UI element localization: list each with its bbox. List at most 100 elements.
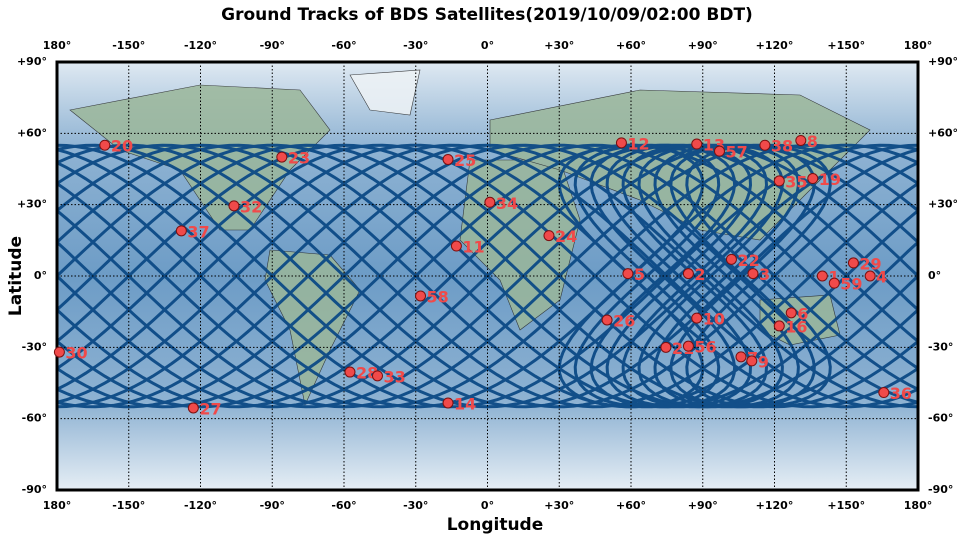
- satellite-point: [828, 277, 840, 289]
- satellite-point: [746, 355, 758, 367]
- satellite-point: [187, 402, 199, 414]
- x-tick-label-top: 0°: [481, 39, 494, 52]
- satellite-point: [601, 314, 613, 326]
- y-tick-label: -90°: [22, 483, 47, 496]
- ground-track: [573, 143, 721, 409]
- satellite-point: [543, 230, 555, 242]
- satellite-label: 35: [785, 172, 807, 191]
- x-tick-label: -120°: [184, 499, 217, 512]
- satellite-label: 4: [876, 268, 887, 287]
- satellite-point: [450, 240, 462, 252]
- satellite-label: 12: [627, 134, 649, 153]
- satellite-label: 5: [634, 265, 645, 284]
- satellite-label: 14: [454, 394, 476, 413]
- satellite-point: [344, 366, 356, 378]
- satellite-label: 24: [555, 227, 577, 246]
- satellite-label: 38: [771, 137, 793, 156]
- satellite-label: 58: [427, 287, 449, 306]
- satellite-label: 23: [288, 149, 310, 168]
- satellite-label: 32: [240, 197, 262, 216]
- y-tick-label-right: +30°: [928, 198, 958, 211]
- y-tick-label-right: -30°: [928, 340, 953, 353]
- satellite-label: 37: [187, 222, 209, 241]
- satellite-point: [682, 268, 694, 280]
- satellite-label: 1: [828, 268, 839, 287]
- satellite-point: [371, 370, 383, 382]
- satellite-label: 56: [694, 338, 716, 357]
- x-tick-label-top: -150°: [112, 39, 145, 52]
- y-tick-label: +60°: [17, 126, 47, 139]
- x-tick-label: -90°: [260, 499, 285, 512]
- satellite-point: [773, 320, 785, 332]
- satellite-point: [615, 137, 627, 149]
- satellite-point: [807, 173, 819, 185]
- satellite-label: 16: [785, 317, 807, 336]
- x-tick-label-top: +120°: [756, 39, 794, 52]
- x-tick-label: +90°: [688, 499, 718, 512]
- satellite-point: [99, 139, 111, 151]
- x-tick-label: +60°: [616, 499, 646, 512]
- satellite-point: [816, 270, 828, 282]
- satellite-point: [795, 134, 807, 146]
- satellite-label: 27: [199, 399, 221, 418]
- ground-track: [685, 143, 832, 409]
- satellite-label: 3: [759, 265, 770, 284]
- satellite-label: 19: [819, 170, 841, 189]
- satellite-label: 10: [703, 310, 725, 329]
- y-axis-label: Latitude: [6, 236, 26, 316]
- x-tick-label-top: +30°: [544, 39, 574, 52]
- satellite-point: [691, 138, 703, 150]
- satellite-label: 11: [462, 238, 484, 257]
- satellite-label: 9: [758, 352, 769, 371]
- satellite-point: [735, 351, 747, 363]
- satellite-point: [773, 175, 785, 187]
- satellite-point: [276, 151, 288, 163]
- satellite-label: 20: [111, 137, 133, 156]
- y-tick-label: 0°: [34, 269, 47, 282]
- satellite-point: [691, 312, 703, 324]
- x-tick-label: -60°: [331, 499, 356, 512]
- satellite-label: 36: [890, 384, 912, 403]
- satellite-label: 57: [725, 143, 747, 162]
- x-tick-label: 180°: [43, 499, 71, 512]
- x-tick-label-top: 180°: [43, 39, 71, 52]
- satellite-point: [228, 200, 240, 212]
- satellite-label: 26: [613, 311, 635, 330]
- y-tick-label-right: 0°: [928, 269, 941, 282]
- x-tick-label: +30°: [544, 499, 574, 512]
- x-tick-label: +150°: [827, 499, 865, 512]
- x-tick-label: -150°: [112, 499, 145, 512]
- x-tick-label: +120°: [756, 499, 794, 512]
- satellite-point: [53, 346, 65, 358]
- satellite-point: [878, 387, 890, 399]
- x-tick-label-top: +90°: [688, 39, 718, 52]
- satellite-label: 25: [454, 151, 476, 170]
- satellite-point: [785, 307, 797, 319]
- y-tick-label-right: -90°: [928, 483, 953, 496]
- x-tick-label-top: 180°: [904, 39, 932, 52]
- satellite-label: 29: [859, 254, 881, 273]
- map-frame: [55, 60, 920, 492]
- x-tick-label: 180°: [904, 499, 932, 512]
- satellite-label: 59: [840, 275, 862, 294]
- satellite-point: [747, 268, 759, 280]
- chart-title: Ground Tracks of BDS Satellites(2019/10/…: [221, 5, 753, 25]
- y-tick-label-right: -60°: [928, 412, 953, 425]
- x-tick-label-top: -60°: [331, 39, 356, 52]
- satellite-point: [415, 290, 427, 302]
- satellite-label: 22: [737, 251, 759, 270]
- x-tick-label-top: +150°: [827, 39, 865, 52]
- satellite-point: [442, 153, 454, 165]
- ground-track: [637, 143, 784, 409]
- y-tick-label-right: +60°: [928, 126, 958, 139]
- axes: 180°180°-150°-150°-120°-120°-90°-90°-60°…: [17, 39, 958, 512]
- satellite-point: [175, 225, 187, 237]
- x-tick-label: -30°: [403, 499, 428, 512]
- satellite-label: 2: [694, 265, 705, 284]
- satellite-point: [682, 340, 694, 352]
- satellite-label: 34: [496, 194, 518, 213]
- x-tick-label-top: -90°: [260, 39, 285, 52]
- ground-track: [669, 143, 816, 409]
